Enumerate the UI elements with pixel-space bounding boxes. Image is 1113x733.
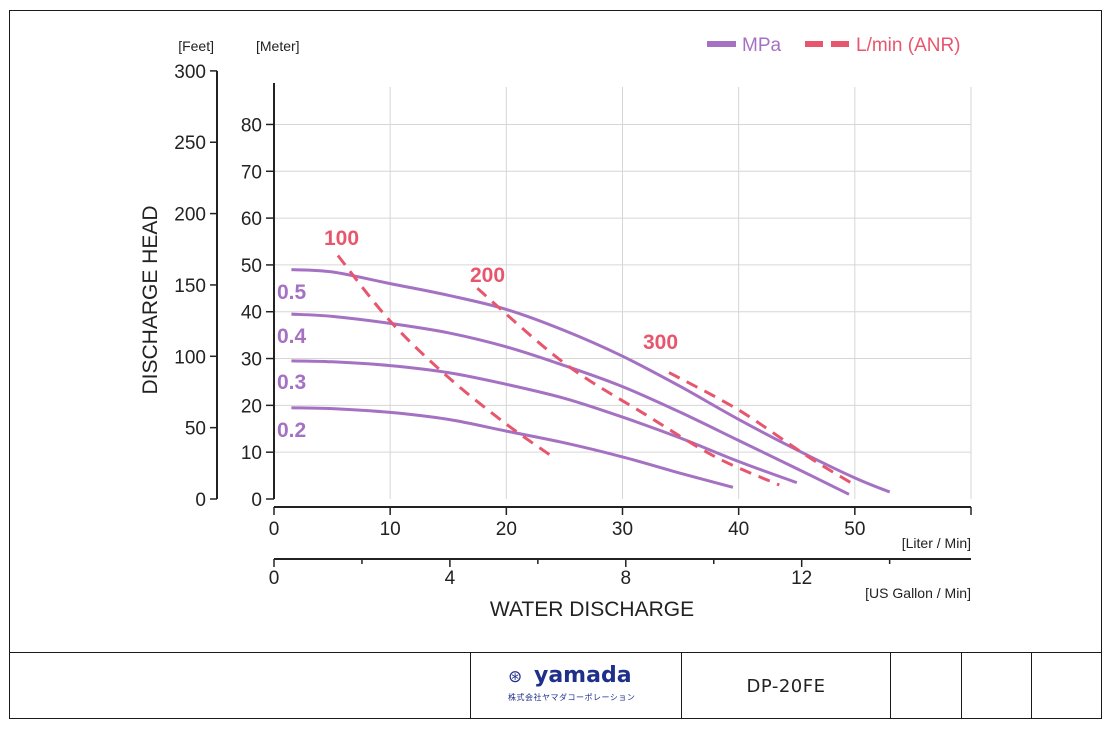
y-tick-label-feet: 300	[174, 62, 206, 83]
x-tick-label-gpm: 4	[445, 568, 456, 589]
series-pressure-0.4	[291, 312, 850, 496]
label-pressure-0.5: 0.5	[277, 281, 307, 304]
series-pressure-0.2	[291, 406, 734, 489]
series-pressure-0.5	[291, 268, 891, 494]
blank-cell	[890, 653, 961, 719]
x-tick-label-gpm: 12	[791, 568, 812, 589]
label-pressure-0.3: 0.3	[277, 371, 306, 394]
x-tick-label-lpm: 10	[380, 519, 401, 540]
y-unit-feet: [Feet]	[178, 38, 214, 54]
label-airflow-200: 200	[470, 264, 505, 287]
x-tick-label-lpm: 40	[728, 519, 749, 540]
model-cell: DP-20FE	[681, 653, 890, 719]
legend-label-dashed: L/min (ANR)	[856, 35, 961, 56]
grid	[274, 87, 972, 499]
y-tick-label-meter: 40	[241, 303, 262, 324]
label-airflow-100: 100	[324, 227, 359, 250]
blank-cell	[1031, 653, 1101, 719]
y-tick-label-meter: 30	[241, 350, 262, 371]
series-airflow-200	[476, 287, 780, 487]
x-axis-title: WATER DISCHARGE	[490, 598, 694, 621]
y-tick-label-feet: 250	[174, 133, 206, 154]
x-unit-lpm: [Liter / Min]	[902, 535, 971, 551]
y-tick-label-meter: 60	[241, 209, 262, 230]
logo-cell: ⊛ yamada 株式会社ヤマダコーポレーション	[470, 653, 681, 719]
legend: MPa L/min (ANR)	[707, 35, 961, 56]
y-tick-label-feet: 200	[174, 205, 206, 226]
y-tick-label-feet: 0	[195, 490, 206, 511]
y-tick-label-meter: 20	[241, 396, 262, 417]
series-pressure-0.3	[291, 359, 798, 485]
y-axis-title: DISCHARGE HEAD	[139, 205, 162, 394]
y-tick-label-feet: 50	[185, 419, 206, 440]
label-pressure-0.2: 0.2	[277, 419, 306, 442]
x-tick-label-lpm: 20	[496, 519, 517, 540]
y-tick-label-feet: 150	[174, 276, 206, 297]
y-tick-label-meter: 50	[241, 256, 262, 277]
x-tick-label-gpm: 0	[269, 568, 280, 589]
y-tick-label-feet: 100	[174, 347, 206, 368]
yamada-logo-icon: ⊛	[508, 667, 523, 687]
label-pressure-0.4: 0.4	[277, 325, 307, 348]
x-tick-label-gpm: 8	[621, 568, 632, 589]
series	[291, 254, 891, 496]
title-block: ⊛ yamada 株式会社ヤマダコーポレーション DP-20FE	[9, 652, 1102, 719]
y-tick-label-meter: 10	[241, 443, 262, 464]
axes: 01020304050607080050100150200250300[Feet…	[139, 38, 972, 621]
y-tick-label-meter: 0	[251, 490, 262, 511]
logo-wordmark: yamada	[534, 663, 632, 688]
y-tick-label-meter: 70	[241, 162, 262, 183]
x-tick-label-lpm: 30	[612, 519, 633, 540]
series-airflow-300	[668, 371, 856, 487]
legend-label-solid: MPa	[742, 35, 782, 56]
chart-frame	[9, 10, 1102, 719]
y-tick-label-meter: 80	[241, 115, 262, 136]
logo-company-name: 株式会社ヤマダコーポレーション	[508, 693, 636, 702]
x-tick-label-lpm: 50	[844, 519, 865, 540]
x-tick-label-lpm: 0	[269, 519, 280, 540]
label-airflow-300: 300	[643, 331, 678, 354]
x-unit-gpm: [US Gallon / Min]	[865, 585, 971, 601]
y-unit-meter: [Meter]	[256, 38, 300, 54]
blank-cell	[961, 653, 1031, 719]
curve-labels: 0.5 0.4 0.3 0.2 100 200 300	[277, 227, 678, 442]
series-airflow-100	[336, 254, 554, 459]
model-number: DP-20FE	[746, 675, 826, 697]
